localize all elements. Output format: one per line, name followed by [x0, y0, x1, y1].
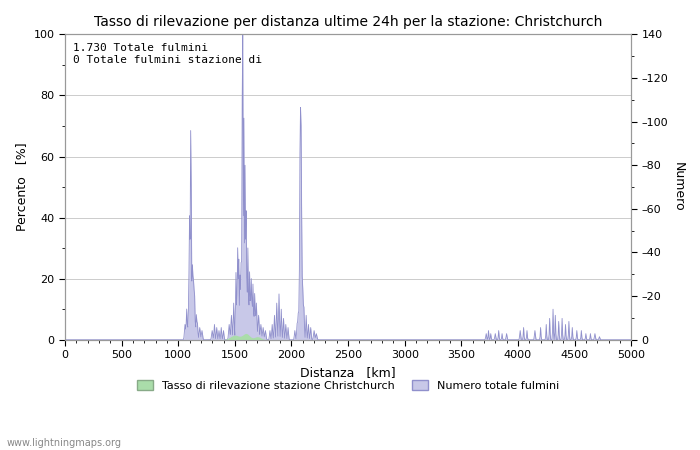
- Title: Tasso di rilevazione per distanza ultime 24h per la stazione: Christchurch: Tasso di rilevazione per distanza ultime…: [94, 15, 602, 29]
- Legend: Tasso di rilevazione stazione Christchurch, Numero totale fulmini: Tasso di rilevazione stazione Christchur…: [132, 376, 564, 395]
- Y-axis label: Numero: Numero: [672, 162, 685, 212]
- Text: www.lightningmaps.org: www.lightningmaps.org: [7, 438, 122, 448]
- Text: 1.730 Totale fulmini
0 Totale fulmini stazione di: 1.730 Totale fulmini 0 Totale fulmini st…: [74, 44, 262, 65]
- X-axis label: Distanza   [km]: Distanza [km]: [300, 366, 396, 379]
- Y-axis label: Percento   [%]: Percento [%]: [15, 143, 28, 231]
